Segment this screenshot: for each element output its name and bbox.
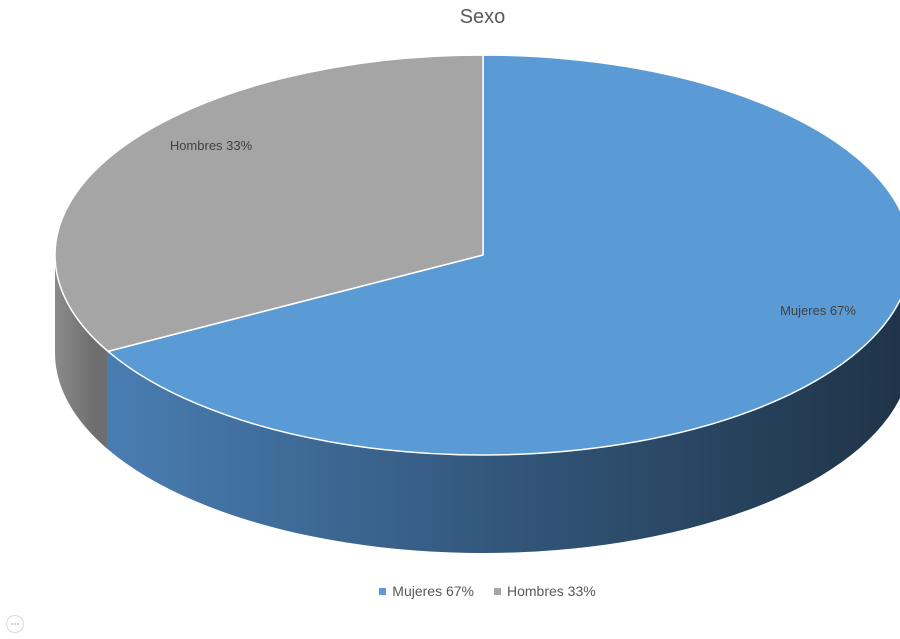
legend-item-mujeres: Mujeres 67% bbox=[379, 583, 474, 599]
pie-slice-hombres[interactable] bbox=[54, 54, 484, 353]
pie-side-mujeres bbox=[107, 299, 900, 553]
legend: Mujeres 67% Hombres 33% bbox=[0, 583, 900, 599]
legend-label-hombres: Hombres 33% bbox=[507, 583, 596, 599]
data-label-hombres: Hombres 33% bbox=[170, 138, 253, 153]
more-options-icon[interactable] bbox=[6, 615, 24, 633]
legend-swatch-mujeres bbox=[379, 587, 387, 595]
pie-slice-mujeres[interactable] bbox=[107, 54, 900, 456]
data-label-mujeres: Mujeres 67% bbox=[780, 303, 856, 318]
legend-swatch-hombres bbox=[494, 587, 501, 595]
pie-side-hombres bbox=[55, 255, 108, 450]
legend-label-mujeres: Mujeres 67% bbox=[392, 583, 474, 599]
chart-title: Sexo bbox=[459, 6, 506, 28]
legend-item-hombres: Hombres 33% bbox=[494, 583, 596, 599]
